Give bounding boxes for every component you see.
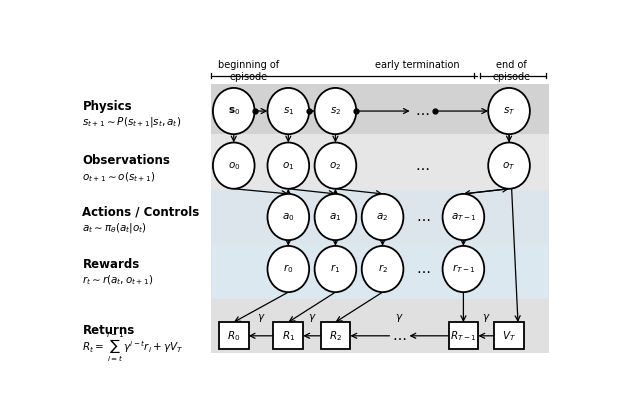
Ellipse shape — [315, 88, 356, 134]
Text: $\ldots$: $\ldots$ — [416, 210, 430, 224]
Text: Observations: Observations — [83, 154, 170, 167]
Text: $r_{T-1}$: $r_{T-1}$ — [452, 263, 476, 275]
Ellipse shape — [268, 88, 309, 134]
Ellipse shape — [443, 246, 484, 292]
Ellipse shape — [213, 88, 255, 134]
Text: $r_2$: $r_2$ — [378, 263, 388, 275]
Ellipse shape — [315, 194, 356, 240]
Bar — [211, 190, 548, 244]
Text: early termination: early termination — [375, 60, 460, 70]
Text: $\ldots$: $\ldots$ — [392, 329, 406, 343]
Text: $r_t \sim r(a_t, o_{t+1})$: $r_t \sim r(a_t, o_{t+1})$ — [83, 274, 154, 287]
Text: $s_T$: $s_T$ — [503, 105, 515, 117]
Text: $s_2$: $s_2$ — [330, 105, 341, 117]
FancyBboxPatch shape — [494, 322, 524, 349]
Text: $s_1$: $s_1$ — [283, 105, 294, 117]
Text: Rewards: Rewards — [83, 258, 140, 271]
Text: $\gamma$: $\gamma$ — [395, 312, 404, 324]
Text: $\gamma$: $\gamma$ — [257, 312, 266, 324]
Bar — [211, 244, 548, 299]
Text: beginning of
episode: beginning of episode — [218, 60, 279, 82]
Ellipse shape — [315, 246, 356, 292]
FancyBboxPatch shape — [449, 322, 478, 349]
Text: $a_1$: $a_1$ — [329, 211, 342, 223]
Text: $r_0$: $r_0$ — [283, 263, 294, 275]
Text: Actions / Controls: Actions / Controls — [83, 206, 200, 219]
Ellipse shape — [443, 194, 484, 240]
Text: $R_{T-1}$: $R_{T-1}$ — [450, 329, 477, 343]
Bar — [211, 133, 548, 190]
Text: $r_1$: $r_1$ — [330, 263, 340, 275]
Text: $o_{t+1} \sim o(s_{t+1})$: $o_{t+1} \sim o(s_{t+1})$ — [83, 170, 156, 183]
Text: $\mathbf{s}_0$: $\mathbf{s}_0$ — [228, 105, 240, 117]
Ellipse shape — [268, 194, 309, 240]
Ellipse shape — [362, 194, 403, 240]
Text: $\ldots$: $\ldots$ — [415, 104, 429, 118]
Ellipse shape — [213, 143, 255, 189]
Bar — [211, 84, 548, 133]
Text: $\ldots$: $\ldots$ — [416, 262, 430, 276]
Ellipse shape — [268, 143, 309, 189]
Ellipse shape — [362, 246, 403, 292]
Text: $R_1$: $R_1$ — [282, 329, 295, 343]
Text: $a_0$: $a_0$ — [282, 211, 294, 223]
Text: $R_2$: $R_2$ — [329, 329, 342, 343]
Text: $a_2$: $a_2$ — [376, 211, 388, 223]
FancyBboxPatch shape — [321, 322, 350, 349]
Text: $o_1$: $o_1$ — [282, 160, 294, 171]
Text: end of
episode: end of episode — [492, 60, 531, 82]
Text: $o_T$: $o_T$ — [502, 160, 516, 171]
Text: Returns: Returns — [83, 324, 135, 337]
Text: $\ldots$: $\ldots$ — [415, 158, 429, 173]
Text: $\gamma$: $\gamma$ — [482, 312, 490, 324]
Text: $R_t = \sum_{i=t}^{T-1} \gamma^{i-t} r_i + \gamma V_T$: $R_t = \sum_{i=t}^{T-1} \gamma^{i-t} r_i… — [83, 331, 184, 364]
Ellipse shape — [268, 246, 309, 292]
Bar — [211, 299, 548, 354]
Ellipse shape — [488, 88, 530, 134]
Ellipse shape — [488, 143, 530, 189]
Text: $V_T$: $V_T$ — [502, 329, 516, 343]
Text: $a_{T-1}$: $a_{T-1}$ — [451, 211, 476, 223]
FancyBboxPatch shape — [273, 322, 303, 349]
Text: $R_0$: $R_0$ — [227, 329, 241, 343]
Ellipse shape — [315, 143, 356, 189]
FancyBboxPatch shape — [219, 322, 249, 349]
Text: $\gamma$: $\gamma$ — [308, 312, 316, 324]
Text: $a_t \sim \pi_\theta(a_t|o_t)$: $a_t \sim \pi_\theta(a_t|o_t)$ — [83, 221, 147, 235]
Text: Physics: Physics — [83, 100, 132, 113]
Text: $s_{t+1} \sim P(s_{t+1}|s_t, a_t)$: $s_{t+1} \sim P(s_{t+1}|s_t, a_t)$ — [83, 115, 182, 129]
Text: $o_0$: $o_0$ — [228, 160, 240, 171]
Text: $o_2$: $o_2$ — [330, 160, 342, 171]
